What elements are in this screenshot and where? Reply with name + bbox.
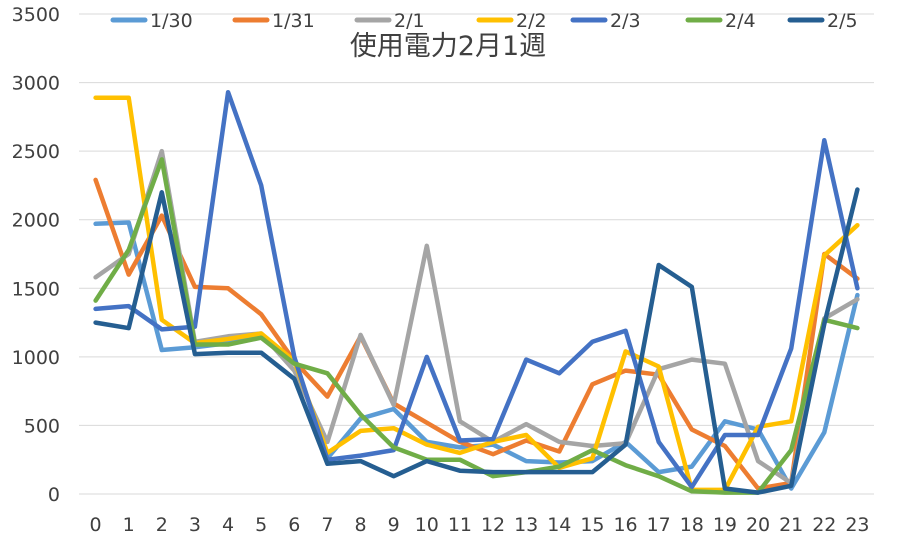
y-tick-label: 1500 (12, 278, 60, 300)
legend-label: 2/5 (827, 10, 858, 32)
y-axis-tick-labels: 0 500 1000 1500 2000 2500 3000 3500 (12, 4, 60, 506)
x-tick-label: 3 (189, 514, 201, 536)
x-tick-label: 20 (746, 514, 770, 536)
legend: 1/30 1/31 2/1 2/2 2/3 2/4 2/5 (110, 10, 858, 32)
x-tick-label: 12 (481, 514, 505, 536)
x-tick-label: 10 (415, 514, 439, 536)
y-tick-label: 3500 (12, 4, 60, 26)
x-tick-label: 17 (647, 514, 671, 536)
series-lines (93, 89, 860, 495)
chart-title: 使用電力2月1週 (350, 31, 546, 62)
x-tick-label: 1 (123, 514, 135, 536)
y-tick-label: 1000 (12, 347, 60, 369)
x-tick-label: 13 (514, 514, 538, 536)
y-tick-label: 0 (48, 484, 60, 506)
x-tick-label: 9 (388, 514, 400, 536)
gridlines (79, 13, 874, 495)
legend-label: 1/31 (272, 10, 315, 32)
x-axis-tick-labels: 0 1 2 3 4 5 6 7 8 9 10 11 12 13 14 15 16 17 18 19 20 21 22 23 (90, 514, 870, 536)
x-tick-label: 18 (680, 514, 704, 536)
x-tick-label: 22 (812, 514, 836, 536)
series-line-2-1 (93, 148, 860, 486)
x-tick-label: 6 (288, 514, 300, 536)
series-line-2-4 (93, 157, 860, 495)
x-tick-label: 4 (222, 514, 234, 536)
series-line-2-5 (93, 187, 860, 495)
x-tick-label: 0 (90, 514, 102, 536)
series-line-2-2 (93, 95, 860, 493)
legend-label: 2/3 (610, 10, 641, 32)
y-tick-label: 2000 (12, 210, 60, 232)
x-tick-label: 2 (156, 514, 168, 536)
x-tick-label: 11 (448, 514, 472, 536)
legend-label: 1/30 (150, 10, 193, 32)
x-tick-label: 7 (321, 514, 333, 536)
y-tick-label: 500 (24, 415, 60, 437)
y-tick-label: 2500 (12, 141, 60, 163)
x-tick-label: 5 (255, 514, 267, 536)
x-tick-label: 23 (845, 514, 869, 536)
x-tick-label: 14 (547, 514, 571, 536)
series-line-2-3 (93, 89, 860, 490)
x-tick-label: 8 (355, 514, 367, 536)
x-tick-label: 15 (580, 514, 604, 536)
legend-label: 2/4 (725, 10, 756, 32)
legend-label: 2/2 (516, 10, 547, 32)
x-tick-label: 16 (613, 514, 637, 536)
y-tick-label: 3000 (12, 73, 60, 95)
x-tick-label: 21 (779, 514, 803, 536)
x-tick-label: 19 (713, 514, 737, 536)
legend-label: 2/1 (394, 10, 425, 32)
